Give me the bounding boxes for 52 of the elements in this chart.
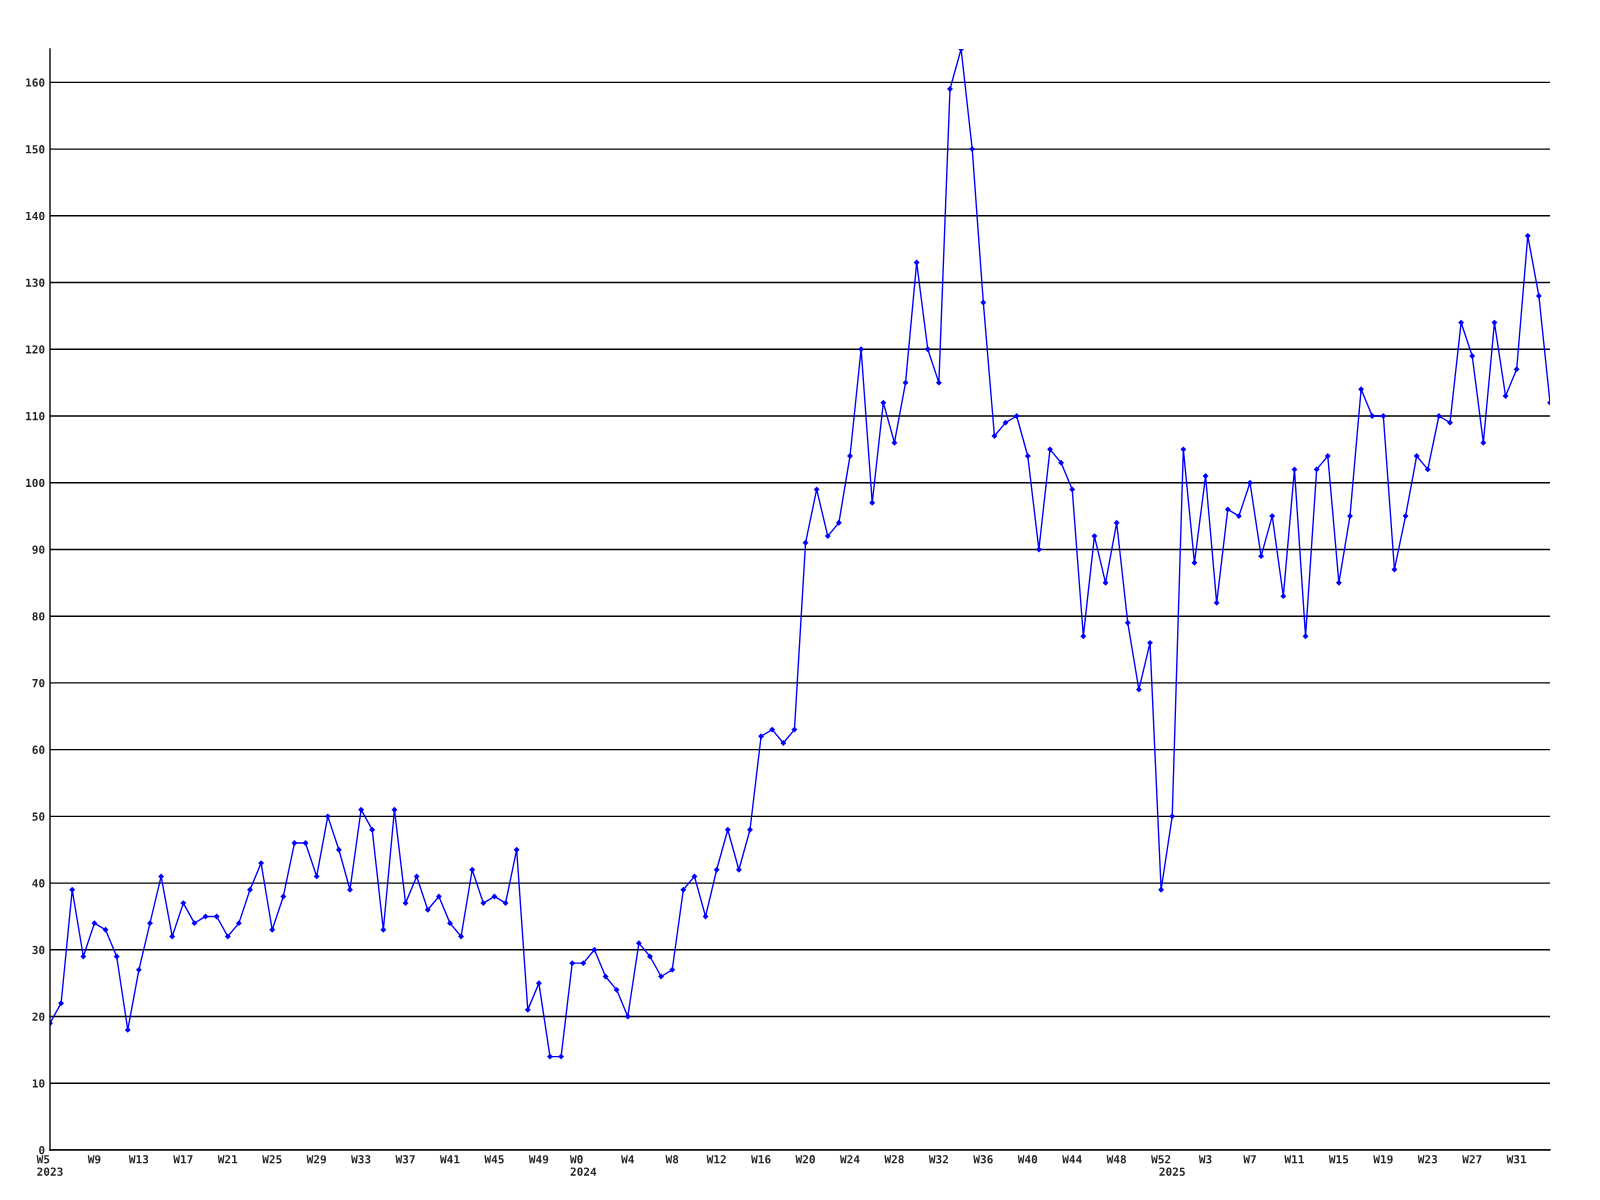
x-tick-label: W24 bbox=[839, 1155, 860, 1164]
y-tick-label: 140 bbox=[26, 211, 45, 221]
x-tick-label: W33 bbox=[351, 1155, 371, 1164]
x-tick-label: W13 bbox=[128, 1155, 149, 1164]
x-tick-label: W31 bbox=[1506, 1155, 1527, 1164]
y-tick-label: 40 bbox=[32, 879, 45, 888]
y-tick-label: 70 bbox=[32, 678, 45, 688]
x-tick-label: W4 bbox=[621, 1155, 634, 1164]
x-tick-label: W21 bbox=[217, 1155, 238, 1164]
x-tick-label: W15 bbox=[1328, 1155, 1349, 1164]
y-tick-label: 60 bbox=[32, 745, 45, 755]
y-tick-label: 110 bbox=[26, 411, 45, 421]
x-tick-label: W0 2024 bbox=[569, 1155, 597, 1176]
x-tick-label: W52 bbox=[1151, 1155, 1171, 1164]
x-tick-label: W36 bbox=[973, 1155, 993, 1164]
x-tick-label: W49 bbox=[528, 1155, 549, 1164]
y-tick-label: 130 bbox=[26, 278, 45, 287]
x-tick-label: W48 bbox=[1106, 1155, 1126, 1164]
y-tick-label: 150 bbox=[26, 145, 45, 154]
x-tick-label: W32 bbox=[928, 1155, 948, 1164]
y-tick-label: 0 bbox=[39, 1145, 45, 1155]
y-tick-label: 120 bbox=[26, 345, 45, 354]
y-tick-label: 50 bbox=[32, 812, 45, 821]
x-tick-label: W3 bbox=[1198, 1155, 1212, 1164]
x-tick-label: W9 bbox=[87, 1155, 101, 1164]
y-tick-label: 100 bbox=[26, 478, 45, 488]
x-tick-label: W28 bbox=[884, 1155, 904, 1164]
x-tick-label: W8 bbox=[665, 1155, 679, 1164]
x-tick-label: W27 bbox=[1462, 1155, 1482, 1164]
x-tick-label: W11 bbox=[1284, 1155, 1304, 1164]
x-tick-label: 2025 bbox=[1159, 1167, 1185, 1176]
x-tick-label: W44 bbox=[1062, 1155, 1082, 1164]
x-tick-label: W19 bbox=[1373, 1155, 1393, 1164]
x-tick-label: W16 bbox=[751, 1155, 771, 1164]
x-tick-label: W29 bbox=[306, 1155, 326, 1164]
y-tick-label: 20 bbox=[32, 1012, 45, 1021]
x-tick-label: W5 2023 bbox=[36, 1155, 63, 1176]
x-tick-label: W20 bbox=[795, 1155, 815, 1164]
x-tick-label: W45 bbox=[484, 1155, 504, 1164]
y-tick-label: 160 bbox=[26, 78, 45, 87]
x-tick-label: W12 bbox=[706, 1155, 726, 1164]
x-tick-label: W37 bbox=[395, 1155, 415, 1164]
x-tick-label: W23 bbox=[1417, 1155, 1438, 1164]
y-tick-label: 80 bbox=[32, 612, 45, 621]
y-tick-label: 30 bbox=[32, 945, 45, 955]
y-tick-label: 90 bbox=[32, 545, 45, 554]
y-tick-label: 10 bbox=[32, 1079, 45, 1088]
x-tick-label: W7 bbox=[1243, 1155, 1256, 1164]
x-tick-label: W41 bbox=[439, 1155, 460, 1164]
x-tick-label: W40 bbox=[1017, 1155, 1038, 1164]
x-tick-label: W17 bbox=[173, 1155, 193, 1164]
x-tick-label: W25 bbox=[262, 1155, 282, 1164]
